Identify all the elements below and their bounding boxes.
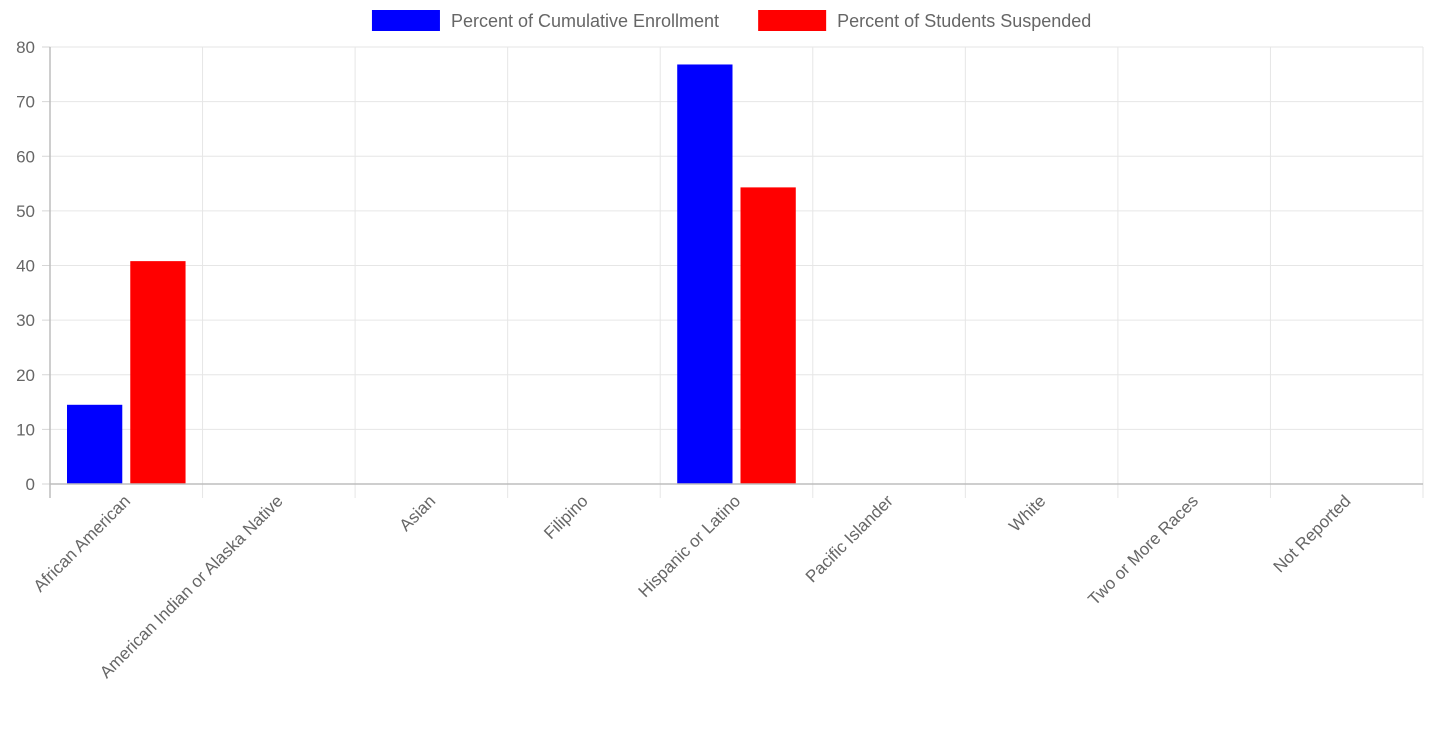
x-tick-label: White <box>1005 491 1049 535</box>
bars-layer <box>67 64 796 485</box>
y-tick-label: 40 <box>16 257 35 276</box>
x-tick-label: Not Reported <box>1270 491 1355 576</box>
bar-suspended[interactable] <box>740 187 796 485</box>
x-tick-label: Pacific Islander <box>802 491 897 586</box>
legend-item-suspended[interactable]: Percent of Students Suspended <box>758 10 1091 31</box>
legend-item-enrollment[interactable]: Percent of Cumulative Enrollment <box>371 10 719 31</box>
x-tick-label: American Indian or Alaska Native <box>96 491 286 681</box>
x-tick-label: Two or More Races <box>1084 491 1202 609</box>
y-tick-label: 80 <box>16 38 35 57</box>
x-tick-label: Filipino <box>540 491 592 543</box>
bar-enrollment[interactable] <box>677 64 733 484</box>
x-tick-label: Asian <box>396 491 440 535</box>
bar-suspended[interactable] <box>130 261 186 484</box>
grid-layer <box>49 46 1424 498</box>
bar-enrollment[interactable] <box>67 404 123 484</box>
x-tick-label: African American <box>30 491 134 595</box>
legend-swatch <box>758 10 827 31</box>
y-tick-label: 60 <box>16 147 35 166</box>
y-tick-label: 30 <box>16 311 35 330</box>
legend-label: Percent of Cumulative Enrollment <box>451 11 719 31</box>
y-tick-label: 50 <box>16 202 35 221</box>
y-tick-label: 70 <box>16 93 35 112</box>
y-tick-label: 0 <box>26 475 35 494</box>
y-tick-label: 20 <box>16 366 35 385</box>
legend-swatch <box>371 10 440 31</box>
legend[interactable]: Percent of Cumulative Enrollment Percent … <box>371 10 1091 31</box>
x-tick-label: Hispanic or Latino <box>635 491 745 601</box>
legend-label: Percent of Students Suspended <box>837 11 1091 31</box>
y-tick-label: 10 <box>16 420 35 439</box>
